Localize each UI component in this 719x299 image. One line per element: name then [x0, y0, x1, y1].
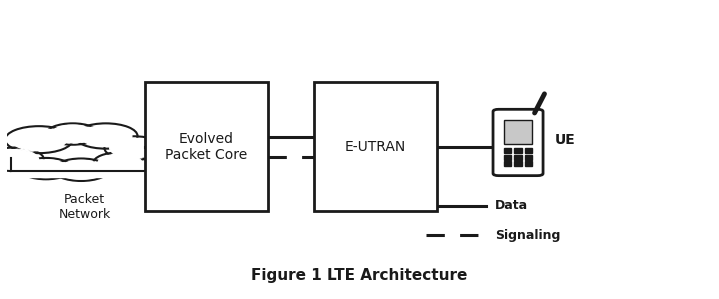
Circle shape — [74, 123, 137, 149]
Text: Evolved
Packet Core: Evolved Packet Core — [165, 132, 247, 162]
FancyBboxPatch shape — [493, 109, 543, 176]
Circle shape — [24, 160, 68, 177]
Bar — [503, 155, 511, 160]
Circle shape — [5, 126, 73, 153]
Text: Packet
Network: Packet Network — [58, 193, 111, 221]
Circle shape — [12, 129, 67, 151]
Bar — [525, 155, 533, 160]
Circle shape — [110, 138, 158, 158]
Circle shape — [51, 125, 95, 143]
Circle shape — [0, 150, 39, 169]
Bar — [503, 120, 533, 144]
Bar — [11, 164, 148, 177]
Circle shape — [53, 158, 109, 181]
Circle shape — [93, 152, 147, 174]
Bar — [313, 82, 437, 211]
Bar — [503, 161, 511, 166]
Text: Signaling: Signaling — [495, 229, 560, 242]
Circle shape — [0, 147, 44, 171]
Circle shape — [46, 123, 99, 145]
Bar — [525, 161, 533, 166]
Bar — [514, 155, 522, 160]
Circle shape — [98, 154, 142, 172]
Text: UE: UE — [555, 133, 576, 147]
Bar — [514, 148, 522, 153]
Circle shape — [58, 161, 104, 179]
Bar — [503, 148, 511, 153]
Circle shape — [104, 136, 164, 160]
Bar — [145, 82, 268, 211]
Circle shape — [80, 126, 132, 147]
Text: Data: Data — [495, 199, 528, 212]
Bar — [525, 148, 533, 153]
Text: E-UTRAN: E-UTRAN — [344, 140, 406, 154]
Circle shape — [19, 158, 73, 179]
Bar — [514, 161, 522, 166]
Text: Figure 1 LTE Architecture: Figure 1 LTE Architecture — [252, 268, 467, 283]
